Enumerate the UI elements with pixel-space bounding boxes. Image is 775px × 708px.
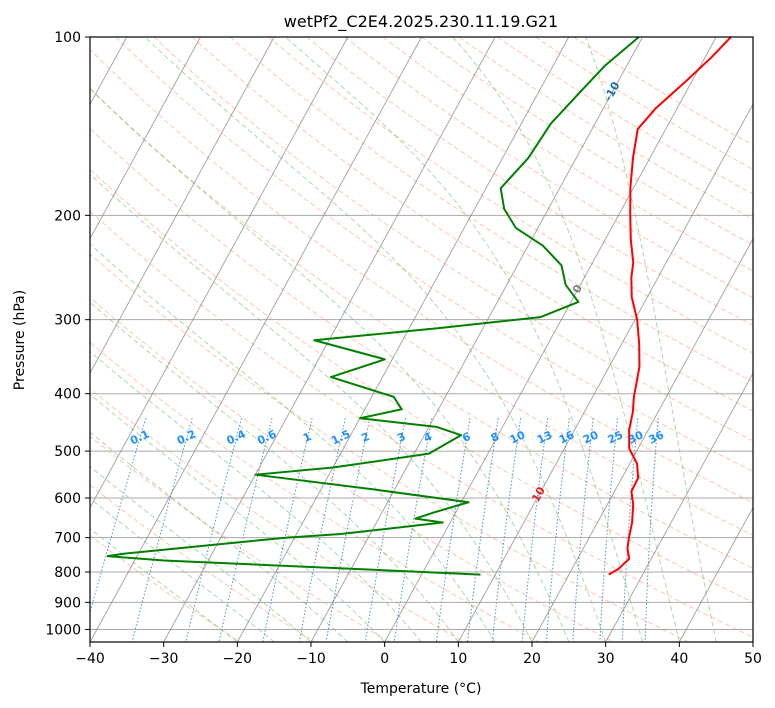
x-tick-label: 10 bbox=[449, 651, 467, 667]
isotherm bbox=[531, 237, 753, 642]
x-tick-label: −10 bbox=[296, 651, 326, 667]
moist-adiabat bbox=[144, 37, 607, 642]
isotherm bbox=[90, 37, 349, 509]
x-tick-label: 40 bbox=[670, 651, 688, 667]
moist-adiabat bbox=[452, 37, 680, 642]
mixing-ratio-line bbox=[131, 418, 193, 642]
dry-adiabat bbox=[268, 37, 753, 354]
mixing-ratio-line bbox=[621, 418, 639, 642]
isotherm bbox=[90, 37, 275, 375]
dry-adiabat bbox=[90, 168, 753, 603]
x-tick-label: −40 bbox=[75, 651, 105, 667]
mixing-ratio-line bbox=[364, 418, 407, 642]
mixing-ratio-label: 10 bbox=[508, 428, 528, 446]
isotherm bbox=[678, 506, 753, 642]
mixing-ratio-label: 13 bbox=[535, 428, 554, 446]
moist-adiabat bbox=[90, 301, 459, 642]
y-tick-label: 300 bbox=[54, 313, 81, 329]
x-tick-label: −30 bbox=[149, 651, 179, 667]
mixing-ratio-line bbox=[325, 418, 371, 642]
isotherm bbox=[310, 37, 643, 642]
mixing-ratio-label: 30 bbox=[626, 428, 646, 446]
moist-adiabat bbox=[90, 431, 349, 642]
mixing-ratio-line bbox=[90, 418, 147, 615]
dry-adiabat bbox=[90, 210, 753, 638]
moist-adiabat bbox=[90, 173, 533, 642]
isotherm bbox=[236, 37, 570, 642]
y-tick-label: 600 bbox=[54, 491, 81, 507]
moist-adiabat bbox=[90, 243, 496, 642]
profile-lines bbox=[106, 37, 732, 576]
y-tick-label: 700 bbox=[54, 531, 81, 547]
mixing-ratio-line bbox=[572, 418, 594, 642]
moist-adiabat bbox=[90, 497, 275, 642]
y-tick-label: 200 bbox=[54, 208, 81, 224]
y-tick-label: 800 bbox=[54, 565, 81, 581]
dry-adiabat bbox=[497, 37, 753, 195]
reference-lines bbox=[90, 37, 753, 642]
plot-frame bbox=[89, 36, 754, 643]
isotherm bbox=[90, 37, 201, 240]
mixing-ratio-line bbox=[644, 418, 659, 642]
dry-adiabat bbox=[115, 37, 753, 473]
chart-title: wetPf2_C2E4.2025.230.11.19.G21 bbox=[284, 12, 558, 32]
x-tick-label: −20 bbox=[223, 651, 253, 667]
moist-adiabat bbox=[90, 350, 422, 642]
mixing-ratio-line bbox=[393, 418, 433, 642]
mixing-ratio-label: 25 bbox=[606, 428, 625, 446]
dry-adiabat bbox=[153, 37, 753, 442]
x-tick-label: 0 bbox=[380, 651, 389, 667]
dry-adiabat bbox=[90, 341, 540, 642]
dry-adiabat bbox=[90, 127, 753, 569]
isotherm bbox=[90, 37, 422, 642]
dry-adiabat bbox=[344, 37, 753, 299]
x-axis-title: Temperature (°C) bbox=[360, 681, 482, 697]
mixing-ratio-label: 16 bbox=[557, 428, 577, 446]
dry-adiabat bbox=[90, 87, 753, 536]
y-axis-title: Pressure (hPa) bbox=[12, 290, 28, 390]
isotherm bbox=[384, 37, 717, 642]
mixing-ratio-label: 36 bbox=[647, 428, 667, 446]
x-tick-label: 20 bbox=[523, 651, 541, 667]
y-tick-label: 400 bbox=[54, 387, 81, 403]
y-tick-label: 900 bbox=[54, 595, 81, 611]
mixing-ratio-line bbox=[545, 418, 570, 642]
mixing-ratio-line bbox=[521, 418, 549, 642]
x-tick-label: 50 bbox=[744, 651, 762, 667]
mixing-ratio-line bbox=[491, 418, 522, 642]
dry-adiabat bbox=[306, 37, 753, 326]
dry-adiabat bbox=[229, 37, 753, 383]
dry-adiabat bbox=[90, 534, 241, 642]
y-tick-label: 100 bbox=[54, 30, 81, 46]
dry-adiabat bbox=[573, 37, 753, 146]
x-tick-label: 30 bbox=[597, 651, 615, 667]
temperature-profile bbox=[608, 37, 732, 576]
dry-adiabat bbox=[90, 435, 390, 642]
dry-adiabat bbox=[90, 48, 753, 504]
isotherm bbox=[457, 103, 753, 642]
moist-adiabat bbox=[585, 37, 717, 642]
y-tick-label: 500 bbox=[54, 444, 81, 460]
mixing-ratio-line bbox=[435, 418, 471, 642]
dewpoint-profile bbox=[106, 37, 640, 576]
dry-adiabat bbox=[420, 37, 753, 246]
axes: −40 −30 −20 −10 0 10 20 30 40 50 100 200 300 400 500 60… bbox=[45, 30, 762, 667]
isotherm bbox=[605, 372, 753, 642]
moist-adiabat bbox=[284, 37, 643, 642]
y-tick-label: 1000 bbox=[45, 622, 81, 638]
mixing-ratio-line bbox=[467, 418, 499, 642]
moist-adiabat bbox=[90, 393, 386, 642]
mixing-ratio-line bbox=[599, 418, 619, 642]
mixing-ratio-label: 20 bbox=[581, 428, 601, 446]
mixing-ratio-line bbox=[185, 418, 243, 642]
